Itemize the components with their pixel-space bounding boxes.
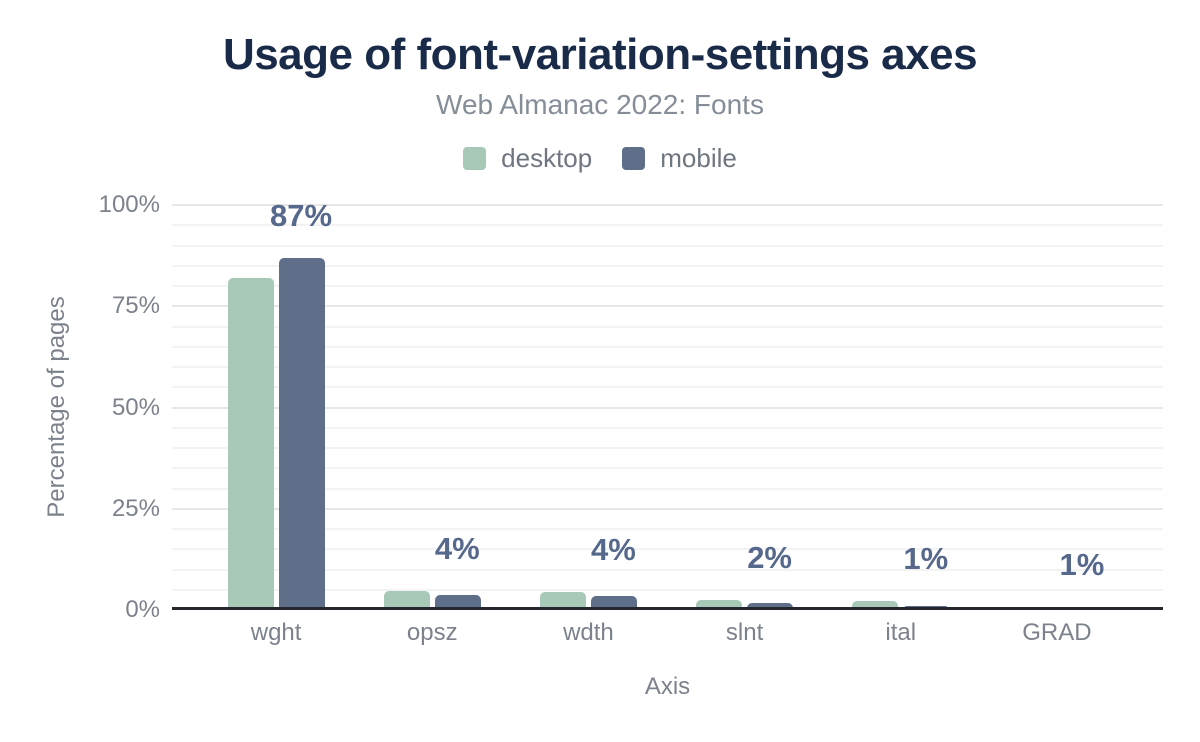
bar-mobile-wght [278,257,325,610]
gridline-minor [172,285,1163,287]
gridline-major [172,204,1163,206]
legend: desktop mobile [0,143,1200,174]
gridline-minor [172,264,1163,267]
chart-subtitle: Web Almanac 2022: Fonts [436,89,764,120]
bar-desktop-slnt [696,599,743,610]
gridline-minor [172,528,1163,530]
gridline-minor [172,366,1163,368]
x-axis-title: Axis [644,673,691,700]
gridline-minor [172,548,1163,551]
gridline-minor [172,386,1163,389]
gridline-minor [172,244,1163,247]
gridline-minor [172,467,1163,470]
y-tick-label: 50% [111,393,160,421]
x-tick-label: opsz [406,619,458,646]
gridline-major [172,406,1163,409]
gridline-minor [172,325,1163,328]
y-tick-label: 0% [125,596,160,623]
x-tick-label: wght [250,619,302,646]
gridline-major [172,507,1163,510]
bar-value-label: 4% [434,530,480,566]
bar-desktop-opsz [383,590,430,610]
plot-area: 87% wght 4% opsz 4% wdth 2% slnt 1% ital 1% GRAD [172,198,1163,646]
gridline-minor [172,588,1163,591]
gridline-minor [172,568,1163,571]
y-tick-label: 75% [111,292,160,320]
bar-group-slnt: 2% slnt [667,205,823,646]
bar-mobile-wdth [590,596,637,610]
bar-group-opsz: 4% opsz [354,205,510,646]
bar-group-wght: 87% wght [198,198,354,646]
chart-title: Usage of font-variation-settings axes [222,30,978,79]
gridline-minor [172,224,1163,227]
bar-groups: 87% wght 4% opsz 4% wdth 2% slnt 1% ital 1% GRAD [198,198,1135,646]
bar-desktop-wght [227,277,274,610]
bar-value-label: 1% [1059,547,1105,583]
bar-mobile-opsz [434,594,481,610]
bar-value-label: 2% [747,539,792,575]
gridline-minor [172,345,1163,348]
legend-item-mobile: mobile [622,143,737,174]
bar-mobile-slnt [747,602,794,610]
legend-label-desktop: desktop [501,143,593,173]
bar-group-GRAD: 1% GRAD [979,205,1135,646]
mobile-swatch-icon [622,147,646,170]
gridline-minor [172,426,1163,429]
bar-value-label: 4% [591,531,636,567]
legend-item-desktop: desktop [463,143,592,174]
bar-value-label: 87% [270,197,333,233]
x-tick-label: slnt [725,619,764,646]
bar-group-wdth: 4% wdth [510,205,666,646]
x-axis-line [172,607,1163,610]
y-axis-tick-labels: 0% 25% 50% 75% 100% [0,191,160,623]
desktop-swatch-icon [463,147,487,170]
y-tick-label: 25% [111,494,160,522]
bar-value-label: 1% [903,541,949,577]
x-tick-label: ital [885,619,917,646]
bar-desktop-wdth [539,591,586,610]
gridline-minor [172,447,1163,449]
x-tick-label: GRAD [1022,619,1092,646]
y-tick-label: 100% [98,191,160,218]
x-tick-label: wdth [563,619,614,646]
legend-label-mobile: mobile [660,143,737,173]
bar-desktop-ital [852,601,899,610]
bar-group-ital: 1% ital [823,205,979,646]
gridline-minor [172,487,1163,490]
gridline-major [172,305,1163,308]
